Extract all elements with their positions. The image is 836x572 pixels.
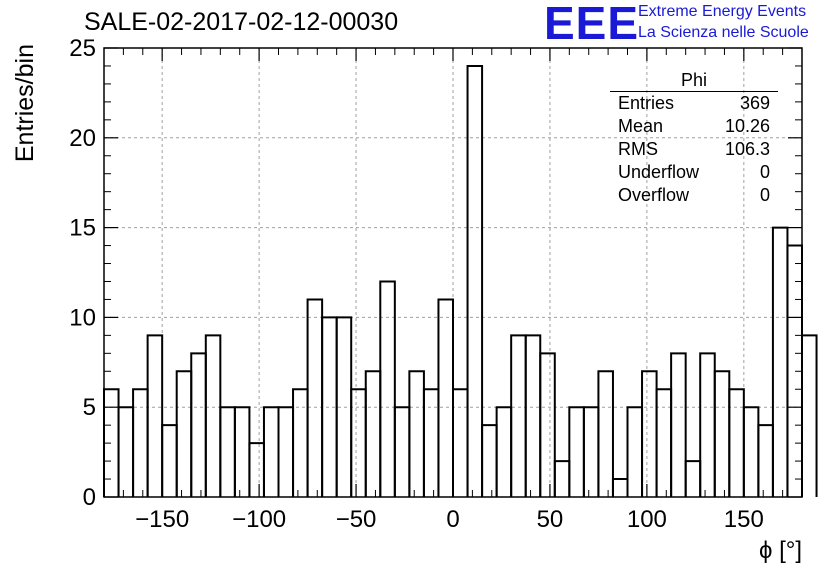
- y-tick-label: 15: [69, 215, 96, 242]
- x-axis-label: ϕ [°]: [759, 537, 802, 564]
- histogram-bin: [801, 334, 818, 497]
- histogram-bin: [684, 460, 702, 497]
- histogram-bin: [524, 334, 542, 497]
- histogram-bin: [728, 388, 745, 497]
- histogram-bin: [292, 388, 309, 497]
- histogram-bin: [306, 298, 324, 497]
- histogram-bin: [190, 352, 207, 497]
- histogram-bin: [393, 406, 411, 497]
- histogram-bin: [611, 478, 629, 497]
- histogram-bin: [452, 388, 469, 497]
- histogram-bin: [277, 406, 295, 497]
- histogram-bin: [364, 370, 382, 497]
- stats-value: 10.26: [724, 116, 770, 136]
- stats-row-underflow: Underflow 0: [610, 161, 778, 184]
- stats-value: 0: [759, 185, 770, 205]
- y-tick-label: 25: [69, 35, 96, 62]
- histogram-bin: [626, 406, 644, 497]
- x-tick-label: −100: [232, 506, 286, 533]
- stats-row-mean: Mean 10.26: [610, 115, 778, 138]
- eee-logo: EEE: [544, 0, 640, 49]
- stats-value: 0: [759, 162, 770, 182]
- histogram-bin: [466, 64, 484, 497]
- y-tick-label: 0: [83, 484, 96, 511]
- stats-label: Mean: [618, 116, 664, 136]
- histogram-bin: [219, 406, 236, 497]
- histogram-bin: [553, 460, 571, 497]
- histogram-bin: [742, 406, 760, 497]
- histogram-bin: [350, 388, 367, 497]
- stats-label: Entries: [618, 93, 675, 113]
- chart-title: SALE-02-2017-02-12-00030: [84, 8, 399, 36]
- histogram-bin: [161, 424, 178, 497]
- stats-label: Overflow: [618, 185, 690, 205]
- histogram-bin: [204, 334, 222, 497]
- histogram-bin: [262, 406, 280, 497]
- x-tick-label: 0: [446, 506, 459, 533]
- histogram-bin: [539, 352, 556, 497]
- histogram-bin: [699, 352, 716, 497]
- histogram-bin: [670, 352, 687, 497]
- histogram-bin: [175, 370, 193, 497]
- histogram-bin: [481, 424, 498, 497]
- histogram-bin: [248, 442, 265, 497]
- histogram-bin: [582, 406, 600, 497]
- stats-label: Underflow: [618, 162, 700, 182]
- stats-value: 369: [739, 93, 770, 113]
- histogram-bin: [495, 406, 513, 497]
- stats-title: Phi: [610, 70, 778, 92]
- stats-row-overflow: Overflow 0: [610, 184, 778, 207]
- logo-text-line1: Extreme Energy Events: [638, 3, 807, 20]
- y-tick-label: 20: [69, 125, 96, 152]
- histogram-bin: [757, 424, 774, 497]
- stats-row-rms: RMS 106.3: [610, 138, 778, 161]
- histogram-bin: [233, 406, 251, 497]
- logo-text-line2: La Scienza nelle Scuole: [638, 24, 809, 41]
- x-tick-label: 50: [537, 506, 564, 533]
- stats-row-entries: Entries 369: [610, 92, 778, 115]
- y-tick-label: 5: [83, 394, 96, 421]
- histogram-bin: [510, 334, 527, 497]
- histogram-bin: [655, 388, 673, 497]
- histogram-bin: [597, 370, 614, 497]
- x-tick-label: 150: [724, 506, 764, 533]
- stats-box: Phi Entries 369 Mean 10.26 RMS 106.3 Underf…: [610, 70, 778, 207]
- histogram-bin: [771, 226, 789, 497]
- x-tick-label: −150: [135, 506, 189, 533]
- histogram-bin: [408, 370, 425, 497]
- stats-label: RMS: [618, 139, 658, 159]
- histogram-bin: [422, 388, 440, 497]
- histogram-bin: [146, 334, 164, 497]
- x-tick-label: 100: [627, 506, 667, 533]
- histogram-bin: [641, 370, 658, 497]
- stats-value: 106.3: [724, 139, 770, 159]
- x-tick-label: −50: [336, 506, 377, 533]
- y-tick-label: 10: [69, 304, 96, 331]
- histogram-bin: [568, 406, 585, 497]
- histogram-bin: [379, 280, 396, 497]
- y-axis-label: Entries/bin: [11, 44, 39, 162]
- histogram-bin: [713, 370, 731, 497]
- histogram-bin: [437, 298, 454, 497]
- histogram-bin: [132, 388, 149, 497]
- histogram-bin: [117, 406, 135, 497]
